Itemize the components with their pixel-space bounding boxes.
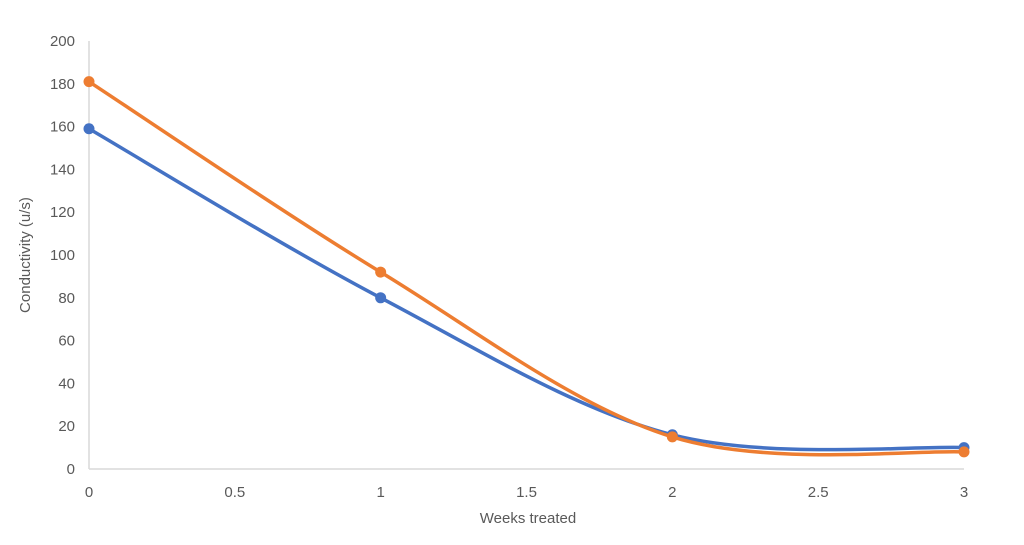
y-tick-label: 100 (50, 247, 75, 264)
y-tick-label: 0 (67, 461, 75, 478)
y-tick-label: 20 (58, 418, 75, 435)
x-tick-label: 2 (668, 484, 676, 501)
y-tick-labels: 0 20 40 60 80 100 120 140 160 180 200 (50, 33, 75, 478)
axes (88, 41, 964, 470)
x-tick-labels: 0 0.5 1 1.5 2 2.5 3 (85, 484, 968, 501)
data-point (83, 76, 95, 88)
x-tick-label: 3 (960, 484, 968, 501)
data-point (666, 431, 678, 443)
y-tick-label: 120 (50, 204, 75, 221)
data-point (83, 123, 95, 135)
series-group (83, 76, 970, 458)
data-point (958, 446, 970, 458)
y-tick-label: 180 (50, 76, 75, 93)
y-axis-label: Conductivity (u/s) (17, 197, 34, 313)
y-tick-label: 60 (58, 333, 75, 350)
x-tick-label: 0 (85, 484, 93, 501)
series-line-2 (87, 79, 966, 457)
x-tick-label: 0.5 (224, 484, 245, 501)
series-line-1 (87, 126, 966, 452)
x-tick-label: 1 (376, 484, 384, 501)
x-tick-label: 1.5 (516, 484, 537, 501)
y-tick-label: 200 (50, 33, 75, 50)
y-tick-label: 160 (50, 119, 75, 136)
y-tick-label: 40 (58, 375, 75, 392)
data-point (375, 266, 387, 278)
y-tick-label: 80 (58, 290, 75, 307)
x-axis-label: Weeks treated (480, 510, 576, 527)
data-point (375, 292, 387, 304)
x-tick-label: 2.5 (808, 484, 829, 501)
y-tick-label: 140 (50, 161, 75, 178)
